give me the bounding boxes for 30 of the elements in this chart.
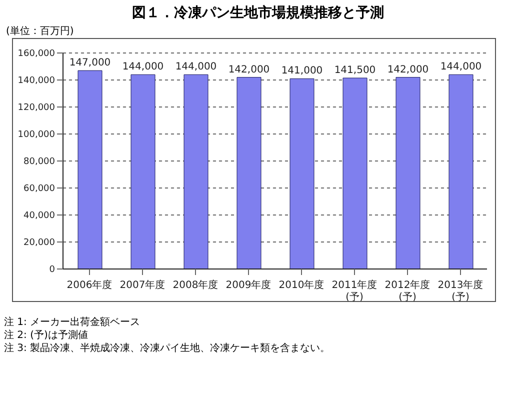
chart-title: 図１．冷凍パン生地市場規模推移と予測 <box>131 4 385 23</box>
y-tick-label: 0 <box>49 265 56 276</box>
data-label: 147,000 <box>69 58 111 69</box>
x-tick-label: 2012年度(予) <box>384 279 430 303</box>
y-tick-label: 60,000 <box>24 184 56 194</box>
x-tick-label: 2013年度(予) <box>438 279 484 303</box>
y-axis-title: (単位：百万円) <box>6 25 75 38</box>
data-label: 141,000 <box>281 66 323 77</box>
data-label: 142,000 <box>228 64 270 76</box>
text: 注 2: (予)は予測値 <box>4 329 89 342</box>
y-tick-label: 100,000 <box>18 130 56 140</box>
x-tick-label: 2006年度 <box>66 279 112 291</box>
y-tick-label: 20,000 <box>24 238 56 248</box>
data-label: 141,500 <box>334 64 376 76</box>
y-tick-label: 120,000 <box>18 103 56 114</box>
x-tick-label: 2008年度 <box>172 279 218 291</box>
text: 注 1: メーカー出荷金額ベース <box>4 316 142 329</box>
y-tick-label: 40,000 <box>24 211 56 222</box>
data-label: 142,000 <box>387 64 429 76</box>
y-tick-label: 160,000 <box>18 49 56 60</box>
x-tick-label: 2011年度(予) <box>332 279 378 303</box>
text: 注 3: 製品冷凍、半焼成冷凍、冷凍パイ生地、冷凍ケーキ類を含まない。 <box>4 342 332 355</box>
x-tick-label: 2009年度 <box>226 279 272 291</box>
y-tick-label: 80,000 <box>24 157 56 168</box>
x-tick-label: 2010年度 <box>278 279 324 291</box>
x-tick-label: 2007年度 <box>120 279 166 291</box>
y-tick-label: 140,000 <box>18 76 56 86</box>
data-label: 144,000 <box>122 62 164 73</box>
data-label: 144,000 <box>440 62 482 73</box>
data-label: 144,000 <box>175 62 217 73</box>
